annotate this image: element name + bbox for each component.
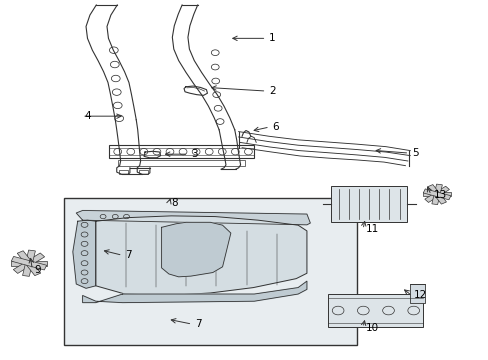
- Polygon shape: [96, 216, 306, 296]
- Polygon shape: [82, 281, 306, 303]
- Polygon shape: [22, 250, 35, 276]
- Text: 2: 2: [268, 86, 275, 96]
- Bar: [330, 186, 406, 222]
- Polygon shape: [11, 256, 46, 270]
- Polygon shape: [427, 185, 446, 204]
- Polygon shape: [424, 186, 448, 202]
- Bar: [109, 145, 254, 158]
- Text: 7: 7: [194, 319, 201, 329]
- Bar: [409, 284, 424, 303]
- Bar: [118, 160, 245, 166]
- Bar: [139, 170, 148, 174]
- Text: 13: 13: [433, 190, 446, 200]
- Text: 10: 10: [365, 323, 378, 333]
- Text: 6: 6: [272, 122, 278, 132]
- Text: 9: 9: [35, 265, 41, 275]
- Polygon shape: [11, 261, 46, 266]
- Polygon shape: [17, 251, 41, 276]
- Polygon shape: [73, 220, 96, 288]
- Polygon shape: [423, 189, 450, 200]
- Bar: [328, 294, 423, 327]
- Polygon shape: [431, 184, 442, 204]
- Polygon shape: [423, 192, 450, 197]
- Text: 4: 4: [84, 111, 91, 121]
- Bar: [119, 170, 128, 174]
- Bar: [64, 198, 356, 345]
- Polygon shape: [161, 222, 230, 277]
- Polygon shape: [13, 253, 44, 273]
- Text: 3: 3: [190, 149, 197, 159]
- Polygon shape: [76, 211, 310, 225]
- Text: 5: 5: [411, 148, 418, 158]
- Text: 11: 11: [365, 225, 378, 234]
- Text: 1: 1: [268, 33, 275, 43]
- Text: 8: 8: [171, 198, 178, 208]
- Text: 7: 7: [125, 250, 131, 260]
- Text: 12: 12: [413, 291, 427, 301]
